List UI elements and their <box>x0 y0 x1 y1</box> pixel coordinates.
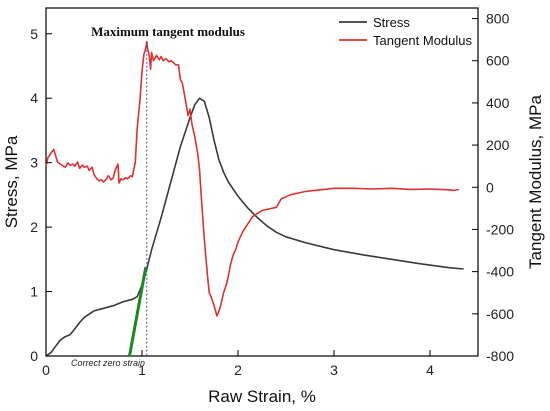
series-line-zero-strain-fit <box>128 266 148 357</box>
y-axis-right-title: Tangent Modulus, MPa <box>526 95 545 269</box>
y-left-tick-label: 1 <box>30 284 38 300</box>
plot-area <box>45 7 479 357</box>
axes-layer: 0 1 2 3 4 0 1 2 3 4 5 -800 -600 -400 -200 0 200 400 600 800 <box>30 11 514 378</box>
series-layer <box>45 40 464 357</box>
series-line-tangent-modulus <box>45 40 459 317</box>
legend-label-stress: Stress <box>373 15 410 30</box>
annotation-layer: Maximum tangent modulus Correct zero str… <box>71 24 245 368</box>
x-tick-label: 2 <box>234 362 242 378</box>
legend: Stress Tangent Modulus <box>339 15 473 48</box>
max-tangent-annotation: Maximum tangent modulus <box>91 24 245 39</box>
y-right-tick-label: 200 <box>486 137 510 153</box>
zero-strain-annotation: Correct zero strain <box>71 358 145 368</box>
y-right-tick-label: -800 <box>486 348 514 364</box>
x-tick-label: 1 <box>138 362 146 378</box>
y-left-tick-label: 3 <box>30 155 38 171</box>
y-right-tick-label: -200 <box>486 221 514 237</box>
y-left-tick-label: 0 <box>30 348 38 364</box>
y-left-tick-label: 2 <box>30 219 38 235</box>
x-axis-title: Raw Strain, % <box>208 387 316 406</box>
series-line-stress <box>45 97 464 357</box>
y-right-tick-label: 600 <box>486 53 510 69</box>
y-right-tick-label: 400 <box>486 95 510 111</box>
plot-frame <box>45 7 479 357</box>
y-right-tick-label: 0 <box>486 179 494 195</box>
y-left-tick-label: 5 <box>30 26 38 42</box>
y-left-tick-label: 4 <box>30 90 38 106</box>
y-right-tick-label: -600 <box>486 306 514 322</box>
y-right-tick-label: -400 <box>486 264 514 280</box>
x-tick-label: 3 <box>330 362 338 378</box>
x-tick-label: 4 <box>426 362 434 378</box>
x-tick-label: 0 <box>42 362 50 378</box>
legend-label-tangent-modulus: Tangent Modulus <box>373 33 473 48</box>
y-right-tick-label: 800 <box>486 11 510 27</box>
y-axis-left-title: Stress, MPa <box>2 135 21 228</box>
